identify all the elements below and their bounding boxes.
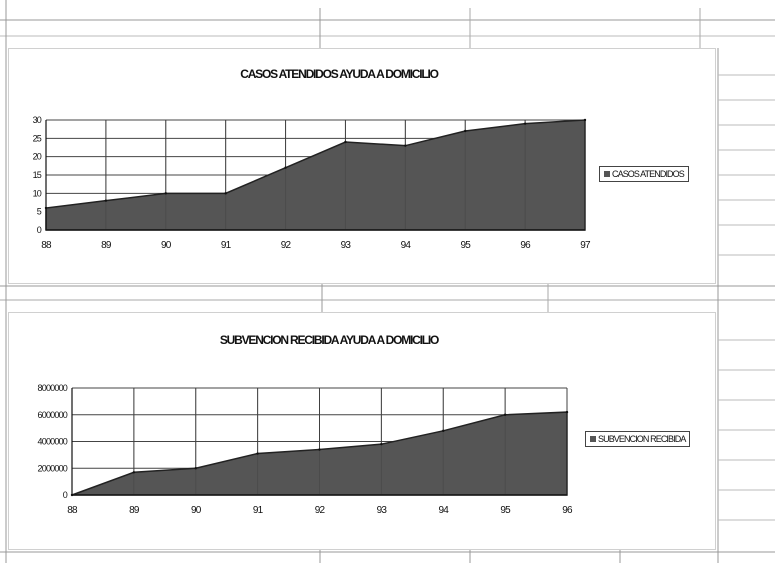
data-point: [583, 118, 587, 122]
data-point: [442, 429, 445, 432]
x-tick-label: 91: [221, 240, 232, 251]
x-tick-label: 95: [500, 505, 511, 516]
x-tick-label: 89: [101, 240, 112, 251]
data-point: [132, 471, 136, 474]
data-point: [194, 467, 197, 470]
data-point: [256, 452, 259, 455]
data-point: [224, 192, 227, 195]
y-tick-label: 8000000: [38, 383, 68, 393]
data-point: [503, 413, 507, 416]
legend-swatch: [590, 436, 596, 442]
x-tick-label: 96: [520, 240, 531, 251]
y-tick-label: 5: [37, 207, 42, 217]
legend-label: CASOS ATENDIDOS: [612, 169, 685, 179]
x-tick-label: 92: [281, 240, 292, 251]
y-tick-label: 15: [33, 170, 42, 180]
y-tick-label: 0: [37, 225, 42, 235]
legend[interactable]: CASOS ATENDIDOS: [599, 166, 689, 182]
x-tick-label: 97: [580, 240, 591, 251]
y-tick-label: 2000000: [38, 463, 68, 473]
x-tick-label: 88: [67, 505, 78, 516]
data-point: [404, 144, 407, 147]
y-tick-label: 25: [33, 133, 42, 143]
x-tick-label: 95: [460, 240, 471, 251]
chart-plot-casos: 0 5 10 15 20 25 30 88 89 90 91 92 93 94 95 96 97: [33, 115, 592, 251]
x-tick-label: 90: [191, 505, 202, 516]
data-point: [464, 129, 467, 133]
chart-title: SUBVENCION RECIBIDA AYUDA A DOMICILIO: [219, 333, 439, 347]
chart-panel-subvencion[interactable]: SUBVENCION RECIBIDA AYUDA A DOMICILIO 0 2…: [8, 312, 716, 550]
data-point: [318, 448, 321, 451]
legend[interactable]: SUBVENCION RECIBIDA: [585, 431, 691, 447]
data-point: [164, 192, 167, 195]
x-tick-label: 96: [562, 505, 573, 516]
legend-label: SUBVENCION RECIBIDA: [598, 434, 686, 444]
y-tick-label: 20: [33, 152, 42, 162]
x-tick-label: 92: [315, 505, 326, 516]
chart-panel-casos[interactable]: CASOS ATENDIDOS AYUDA A DOMICILIO 0 5 10 15…: [8, 48, 716, 284]
x-tick-label: 88: [41, 240, 52, 251]
legend-swatch: [604, 171, 610, 177]
chart-title: CASOS ATENDIDOS AYUDA A DOMICILIO: [240, 67, 439, 81]
y-tick-label: 4000000: [38, 437, 68, 447]
y-tick-label: 30: [33, 115, 42, 125]
y-tick-label: 6000000: [38, 410, 68, 420]
data-point: [344, 140, 347, 144]
chart-plot-subvencion: 0 2000000 4000000 6000000 8000000 88 89 90 91 92 9…: [38, 383, 574, 516]
x-tick-label: 91: [253, 505, 264, 516]
data-point: [380, 442, 383, 446]
x-tick-label: 94: [438, 505, 449, 516]
data-point: [104, 199, 108, 202]
x-tick-label: 89: [129, 505, 140, 516]
x-tick-label: 93: [341, 240, 352, 251]
x-tick-label: 93: [377, 505, 388, 516]
y-tick-label: 10: [33, 188, 42, 198]
x-tick-label: 90: [161, 240, 172, 251]
y-tick-label: 0: [63, 490, 68, 500]
x-tick-label: 94: [401, 240, 412, 251]
data-point: [523, 122, 527, 125]
data-point: [284, 166, 287, 169]
data-point: [565, 410, 569, 414]
